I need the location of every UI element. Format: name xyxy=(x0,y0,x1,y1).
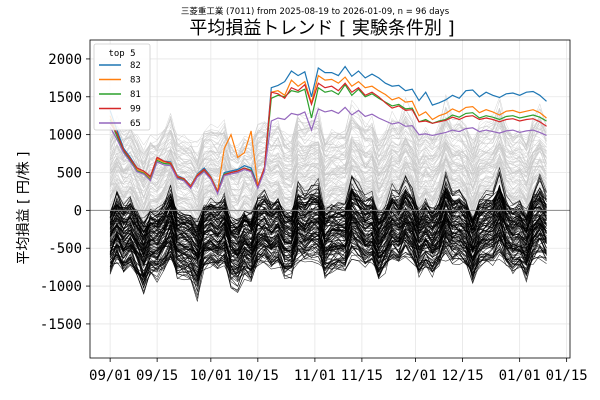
background-line xyxy=(109,186,547,228)
background-lines xyxy=(109,94,547,302)
chart-title: 平均損益トレンド [ 実験条件別 ] xyxy=(189,18,454,39)
background-line xyxy=(109,160,547,214)
x-axis: 09/01 09/15 10/01 10/15 11/01 11/15 12/01 12/15… xyxy=(89,358,588,384)
legend-label-83: 83 xyxy=(130,76,141,86)
background-line xyxy=(110,234,547,262)
background-line xyxy=(109,145,547,202)
background-line xyxy=(109,179,547,214)
y-tick-label: 2000 xyxy=(48,52,82,68)
background-line xyxy=(109,215,547,289)
background-line xyxy=(109,226,547,297)
background-line xyxy=(109,173,547,214)
background-line xyxy=(109,155,547,210)
x-tick-label: 09/15 xyxy=(136,368,178,384)
background-line xyxy=(109,218,547,244)
background-line xyxy=(109,131,547,176)
y-tick-label: -1500 xyxy=(40,317,82,333)
background-line xyxy=(109,121,547,184)
background-line xyxy=(109,173,547,247)
background-line xyxy=(109,134,547,189)
y-tick-label: -500 xyxy=(48,241,82,257)
x-tick-label: 10/01 xyxy=(190,368,232,384)
background-line xyxy=(109,200,547,265)
top-series xyxy=(109,65,547,196)
y-tick-label: 1000 xyxy=(48,128,82,144)
background-line xyxy=(109,191,547,226)
background-line xyxy=(109,226,547,283)
series-line-65 xyxy=(109,106,547,196)
background-line xyxy=(109,182,547,249)
background-line xyxy=(109,94,547,171)
background-line xyxy=(110,171,547,191)
x-tick-label: 01/15 xyxy=(546,368,588,384)
background-line xyxy=(109,228,547,259)
background-line xyxy=(109,188,547,238)
y-tick-label: 1500 xyxy=(48,90,82,106)
background-line xyxy=(109,116,547,154)
legend-title: top 5 xyxy=(108,49,135,59)
y-axis-label: 平均損益 [ 円/株 ] xyxy=(16,152,32,265)
background-line xyxy=(109,225,547,263)
x-tick-label: 12/15 xyxy=(442,368,484,384)
x-tick-label: 01/01 xyxy=(499,368,541,384)
x-tick-label: 09/01 xyxy=(89,368,131,384)
y-tick-label: 500 xyxy=(57,166,82,182)
background-line xyxy=(109,114,547,170)
background-line xyxy=(109,135,547,201)
background-line xyxy=(110,120,547,152)
background-line xyxy=(109,232,547,284)
x-tick-label: 12/01 xyxy=(395,368,437,384)
series-line-99 xyxy=(109,82,547,194)
background-line xyxy=(109,157,547,179)
x-tick-label: 10/15 xyxy=(237,368,279,384)
background-line xyxy=(109,188,547,249)
chart-subtitle: 三菱重工業 (7011) from 2025-08-19 to 2026-01-… xyxy=(181,6,450,17)
background-line xyxy=(109,183,547,231)
background-line xyxy=(109,245,547,272)
y-axis: -1500 -1000 -500 0 500 1000 1500 2000 xyxy=(40,52,90,333)
background-line xyxy=(109,107,547,164)
x-tick-label: 11/15 xyxy=(341,368,383,384)
legend-items: 82 83 81 99 65 xyxy=(99,61,141,129)
background-line xyxy=(109,156,547,185)
background-line xyxy=(109,164,547,230)
background-line xyxy=(109,142,547,173)
background-line xyxy=(109,154,547,180)
background-line xyxy=(109,141,547,215)
background-line xyxy=(109,116,547,157)
background-line xyxy=(110,156,547,178)
plot-frame xyxy=(89,39,571,359)
background-line xyxy=(109,195,547,247)
background-line xyxy=(109,116,547,177)
legend-label-99: 99 xyxy=(130,105,141,115)
background-line xyxy=(109,105,547,169)
legend-label-81: 81 xyxy=(130,90,141,100)
background-line xyxy=(109,242,547,270)
legend-label-82: 82 xyxy=(130,61,141,71)
background-line xyxy=(109,163,547,223)
background-line xyxy=(109,143,547,170)
legend: top 5 82 83 81 99 65 xyxy=(93,43,151,131)
y-tick-label: -1000 xyxy=(40,279,82,295)
series-line-81 xyxy=(109,83,547,195)
legend-label-65: 65 xyxy=(130,119,141,129)
background-line xyxy=(109,138,547,176)
y-tick-label: 0 xyxy=(74,203,82,219)
x-tick-label: 11/01 xyxy=(294,368,336,384)
background-line xyxy=(109,109,547,181)
